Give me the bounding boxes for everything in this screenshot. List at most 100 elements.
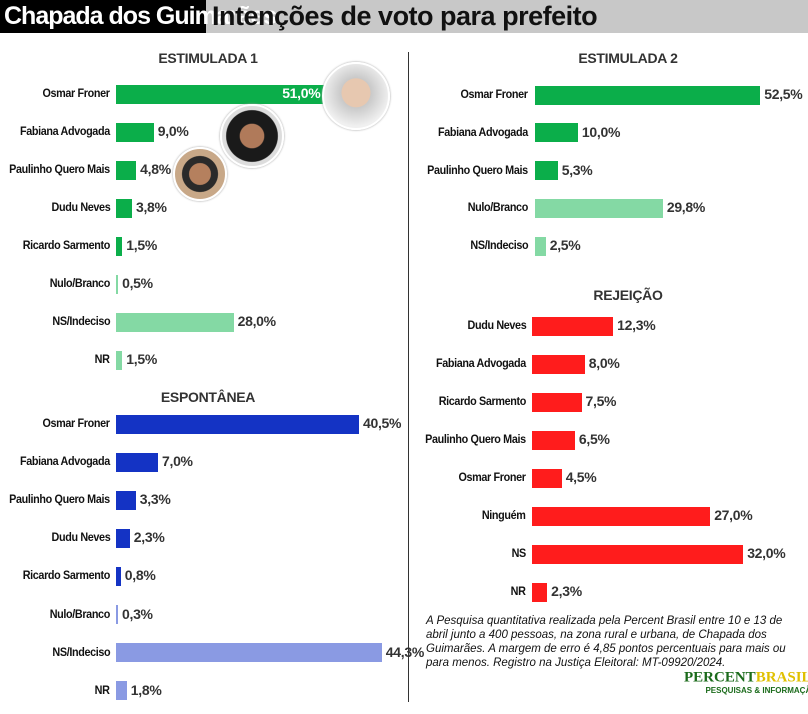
- chart-title: REJEIÇÃO: [593, 287, 663, 303]
- value-label: 6,5%: [578, 431, 610, 447]
- category-label: Nulo/Branco: [49, 606, 111, 621]
- value-label: 2,5%: [549, 237, 581, 254]
- avatar-paulinho-quero-mais: [173, 147, 227, 201]
- bar: [535, 236, 546, 256]
- value-label: 2,3%: [133, 529, 165, 546]
- bar: [116, 643, 382, 663]
- value-label: 28,0%: [237, 313, 277, 329]
- bar: [116, 312, 234, 332]
- value-label: 4,8%: [140, 161, 171, 177]
- category-label: Osmar Froner: [460, 87, 528, 101]
- header-bar: Chapada dos Guimarães Intenções de voto …: [0, 0, 808, 33]
- value-label: 3,8%: [135, 199, 167, 215]
- category-label: Ricardo Sarmento: [22, 568, 111, 583]
- category-label: Paulinho Quero Mais: [9, 162, 110, 176]
- logo-tagline: PESQUISAS & INFORMAÇÃO: [705, 686, 808, 696]
- value-label: 27,0%: [714, 507, 753, 523]
- bar: [116, 566, 121, 586]
- chart-title: ESTIMULADA 1: [158, 50, 258, 66]
- value-label: 0,5%: [122, 275, 153, 291]
- value-label: 1,5%: [126, 237, 158, 253]
- category-label: Paulinho Quero Mais: [9, 492, 110, 507]
- category-label: Fabiana Advogada: [438, 124, 528, 139]
- category-label: NS/Indeciso: [470, 238, 528, 253]
- value-label: 2,3%: [551, 583, 582, 599]
- bar: [116, 528, 130, 548]
- logo-part1: PERCENT: [684, 669, 756, 686]
- avatar-fabiana-advogada: [220, 104, 284, 168]
- bar: [116, 605, 118, 624]
- bar: [116, 198, 132, 218]
- avatar-osmar-froner: [322, 62, 390, 130]
- bar: [116, 350, 123, 370]
- bar: [532, 544, 744, 564]
- bar: [116, 414, 359, 434]
- logo-part2: BRASIL: [755, 669, 808, 686]
- value-label: 51,0%: [282, 85, 321, 101]
- methodology-note: A Pesquisa quantitativa realizada pela P…: [426, 615, 786, 669]
- category-label: Dudu Neves: [51, 200, 110, 214]
- category-label: Ninguém: [482, 508, 526, 522]
- bar: [532, 354, 585, 374]
- bar: [532, 506, 711, 526]
- bar: [535, 123, 578, 143]
- value-label: 29,8%: [666, 199, 706, 216]
- category-label: Osmar Froner: [42, 416, 110, 430]
- bar: [116, 236, 123, 256]
- category-label: NR: [511, 584, 526, 598]
- bar: [116, 160, 137, 180]
- bar: [116, 490, 136, 510]
- category-label: Paulinho Quero Mais: [427, 162, 528, 177]
- bar: [116, 681, 127, 701]
- value-label: 44,3%: [385, 643, 425, 660]
- value-label: 9,0%: [157, 123, 189, 139]
- category-label: Osmar Froner: [42, 86, 110, 100]
- category-label: NS/Indeciso: [52, 644, 110, 659]
- header-city: Chapada dos Guimarães: [0, 0, 277, 33]
- value-label: 3,3%: [139, 491, 171, 508]
- bar: [532, 392, 582, 412]
- category-label: Fabiana Advogada: [20, 454, 110, 469]
- header-title: Intenções de voto para prefeito: [212, 1, 598, 31]
- category-label: NR: [95, 352, 110, 366]
- category-label: NS: [511, 546, 527, 560]
- value-label: 5,3%: [561, 161, 593, 178]
- column-divider: [408, 52, 409, 702]
- bar: [532, 582, 548, 602]
- value-label: 40,5%: [363, 415, 402, 431]
- bar: [116, 84, 331, 104]
- bar: [532, 430, 575, 450]
- value-label: 7,0%: [162, 453, 193, 470]
- bar: [532, 468, 562, 488]
- category-label: NS/Indeciso: [52, 314, 110, 328]
- bar: [535, 85, 761, 105]
- category-label: Dudu Neves: [51, 530, 110, 545]
- category-label: Ricardo Sarmento: [438, 394, 527, 408]
- bar: [532, 316, 614, 336]
- value-label: 52,5%: [764, 86, 803, 102]
- bar: [116, 452, 158, 472]
- value-label: 12,3%: [617, 317, 656, 333]
- value-label: 1,5%: [126, 351, 158, 367]
- value-label: 8,0%: [588, 355, 620, 371]
- chart-title: ESTIMULADA 2: [578, 50, 678, 66]
- category-label: Fabiana Advogada: [20, 124, 110, 138]
- chart-title: ESPONTÂNEA: [160, 389, 256, 405]
- value-label: 0,3%: [122, 605, 153, 622]
- bar: [535, 161, 558, 181]
- category-label: Paulinho Quero Mais: [425, 432, 526, 446]
- bar: [535, 198, 663, 218]
- value-label: 1,8%: [130, 681, 162, 698]
- percent-brasil-logo: PERCENTBRASIL® PESQUISAS & INFORMAÇÃO: [684, 668, 808, 696]
- value-label: 10,0%: [581, 123, 621, 140]
- category-label: NR: [95, 682, 110, 697]
- bar: [116, 122, 154, 142]
- bar: [116, 274, 119, 294]
- value-label: 4,5%: [565, 469, 597, 485]
- category-label: Fabiana Advogada: [436, 356, 526, 370]
- category-label: Ricardo Sarmento: [22, 238, 111, 252]
- value-label: 7,5%: [585, 393, 617, 409]
- category-label: Nulo/Branco: [467, 200, 529, 215]
- value-label: 0,8%: [124, 567, 156, 584]
- category-label: Nulo/Branco: [49, 276, 111, 290]
